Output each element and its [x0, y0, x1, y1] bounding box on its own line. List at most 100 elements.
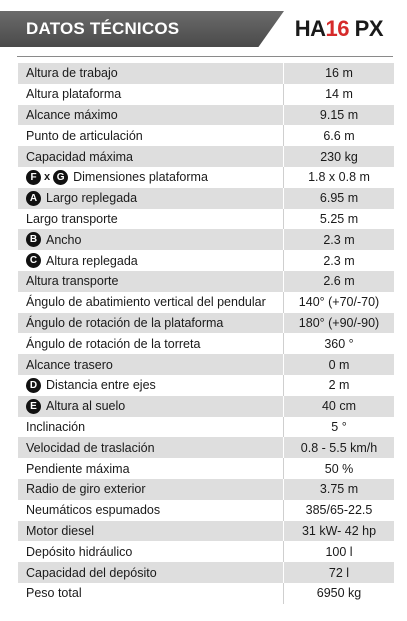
spec-value: 1.8 x 0.8 m: [283, 166, 394, 188]
spec-value: 0 m: [283, 354, 394, 375]
spec-label: Pendiente máxima: [26, 461, 130, 476]
spec-label-cell: Altura plataforma: [18, 87, 283, 101]
spec-label: Neumáticos espumados: [26, 503, 161, 518]
spec-label: Distancia entre ejes: [46, 378, 156, 393]
spec-row: Ángulo de abatimiento vertical del pendu…: [18, 291, 394, 313]
spec-row: Neumáticos espumados 385/65-22.5: [18, 499, 394, 521]
spec-value: 2.6 m: [283, 270, 394, 292]
spec-label: Capacidad máxima: [26, 149, 133, 164]
spec-label-cell: A Largo replegada: [18, 190, 283, 206]
times-sign: x: [44, 171, 51, 184]
spec-label-cell: Capacidad máxima: [18, 150, 283, 164]
spec-value: 5.25 m: [283, 208, 394, 230]
spec-label: Ángulo de rotación de la plataforma: [26, 315, 224, 330]
spec-label: Radio de giro exterior: [26, 482, 146, 497]
spec-label-cell: D Distancia entre ejes: [18, 377, 283, 393]
spec-label: Capacidad del depósito: [26, 565, 157, 580]
model-name: HA16 PX: [294, 16, 384, 42]
spec-label: Altura plataforma: [26, 87, 122, 102]
model-prefix: HA: [294, 16, 326, 41]
spec-label: Motor diesel: [26, 523, 95, 538]
spec-row: Radio de giro exterior 3.75 m: [18, 478, 394, 500]
spec-value: 40 cm: [283, 395, 394, 417]
spec-label: Velocidad de traslación: [26, 440, 155, 455]
spec-value: 100 l: [283, 541, 394, 563]
spec-label: Largo replegada: [46, 191, 138, 206]
spec-row: Pendiente máxima 50 %: [18, 458, 394, 479]
spec-label-cell: Alcance trasero: [18, 358, 283, 372]
spec-value: 5 °: [283, 416, 394, 438]
spec-value: 140° (+70/-70): [283, 291, 394, 313]
dimension-badge: E: [26, 398, 41, 414]
section-title: DATOS TÉCNICOS: [26, 19, 180, 38]
spec-value: 31 kW- 42 hp: [283, 520, 394, 542]
spec-row: B Ancho 2.3 m: [18, 229, 394, 251]
dimension-badge: G: [53, 169, 69, 185]
dimension-badge: C: [26, 253, 41, 269]
spec-label: Ángulo de abatimiento vertical del pendu…: [26, 295, 266, 310]
spec-row: Velocidad de traslación 0.8 - 5.5 km/h: [18, 437, 394, 459]
spec-value: 360 °: [283, 333, 394, 355]
spec-label: Peso total: [26, 586, 82, 601]
spec-label: Inclinación: [26, 419, 86, 434]
spec-row: Capacidad máxima 230 kg: [18, 146, 394, 167]
spec-value: 180° (+90/-90): [283, 312, 394, 334]
spec-label-cell: Punto de articulación: [18, 129, 283, 143]
spec-label: Altura replegada: [46, 253, 138, 268]
spec-value: 2 m: [283, 374, 394, 396]
spec-label-cell: Alcance máximo: [18, 108, 283, 122]
dimension-badge: B: [26, 232, 41, 248]
spec-label: Depósito hidráulico: [26, 544, 133, 559]
dimension-badge: A: [26, 190, 41, 206]
spec-label-cell: Largo transporte: [18, 212, 283, 226]
spec-label: Ancho: [46, 232, 82, 247]
spec-row: C Altura replegada 2.3 m: [18, 250, 394, 271]
spec-label-cell: Inclinación: [18, 420, 283, 434]
spec-label: Dimensiones plataforma: [73, 170, 208, 185]
spec-label: Punto de articulación: [26, 128, 143, 143]
dimension-badge: D: [26, 377, 41, 393]
spec-label-cell: B Ancho: [18, 232, 283, 248]
spec-label-cell: Radio de giro exterior: [18, 482, 283, 496]
spec-value: 14 m: [283, 83, 394, 105]
spec-row: Alcance máximo 9.15 m: [18, 104, 394, 126]
spec-label-cell: Altura transporte: [18, 274, 283, 288]
spec-label-cell: Ángulo de rotación de la torreta: [18, 337, 283, 351]
header-divider: [17, 56, 393, 57]
spec-label-cell: Capacidad del depósito: [18, 566, 283, 580]
spec-value: 6.95 m: [283, 187, 394, 209]
spec-row: A Largo replegada 6.95 m: [18, 187, 394, 209]
spec-label-cell: Velocidad de traslación: [18, 441, 283, 455]
spec-value: 3.75 m: [283, 478, 394, 500]
spec-label: Largo transporte: [26, 211, 118, 226]
spec-value: 2.3 m: [283, 229, 394, 251]
spec-label: Altura de trabajo: [26, 66, 118, 81]
spec-row: Alcance trasero 0 m: [18, 354, 394, 375]
spec-value: 6.6 m: [283, 125, 394, 147]
model-number: 16: [325, 16, 350, 41]
spec-row: Ángulo de rotación de la plataforma 180° …: [18, 312, 394, 334]
model-suffix: PX: [349, 16, 384, 41]
spec-label-cell: Altura de trabajo: [18, 66, 283, 80]
spec-label-cell: Depósito hidráulico: [18, 545, 283, 559]
spec-row: Largo transporte 5.25 m: [18, 208, 394, 230]
spec-label-cell: Ángulo de abatimiento vertical del pendu…: [18, 295, 283, 309]
spec-label-cell: Neumáticos espumados: [18, 503, 283, 517]
spec-label-cell: C Altura replegada: [18, 253, 283, 269]
spec-value: 9.15 m: [283, 104, 394, 126]
spec-value: 2.3 m: [283, 250, 394, 271]
spec-label-cell: E Altura al suelo: [18, 398, 283, 414]
spec-row: Inclinación 5 °: [18, 416, 394, 438]
spec-label-cell: Peso total: [18, 586, 283, 600]
spec-label-cell: Pendiente máxima: [18, 462, 283, 476]
spec-row: Capacidad del depósito 72 l: [18, 562, 394, 583]
spec-row: Altura transporte 2.6 m: [18, 270, 394, 292]
spec-table: Altura de trabajo 16 m Altura plataforma 14…: [18, 63, 394, 604]
spec-label: Ángulo de rotación de la torreta: [26, 336, 201, 351]
spec-value: 50 %: [283, 458, 394, 479]
spec-row: Peso total 6950 kg: [18, 582, 394, 604]
spec-label: Alcance trasero: [26, 357, 113, 372]
spec-label: Altura transporte: [26, 274, 119, 289]
spec-value: 0.8 - 5.5 km/h: [283, 437, 394, 459]
